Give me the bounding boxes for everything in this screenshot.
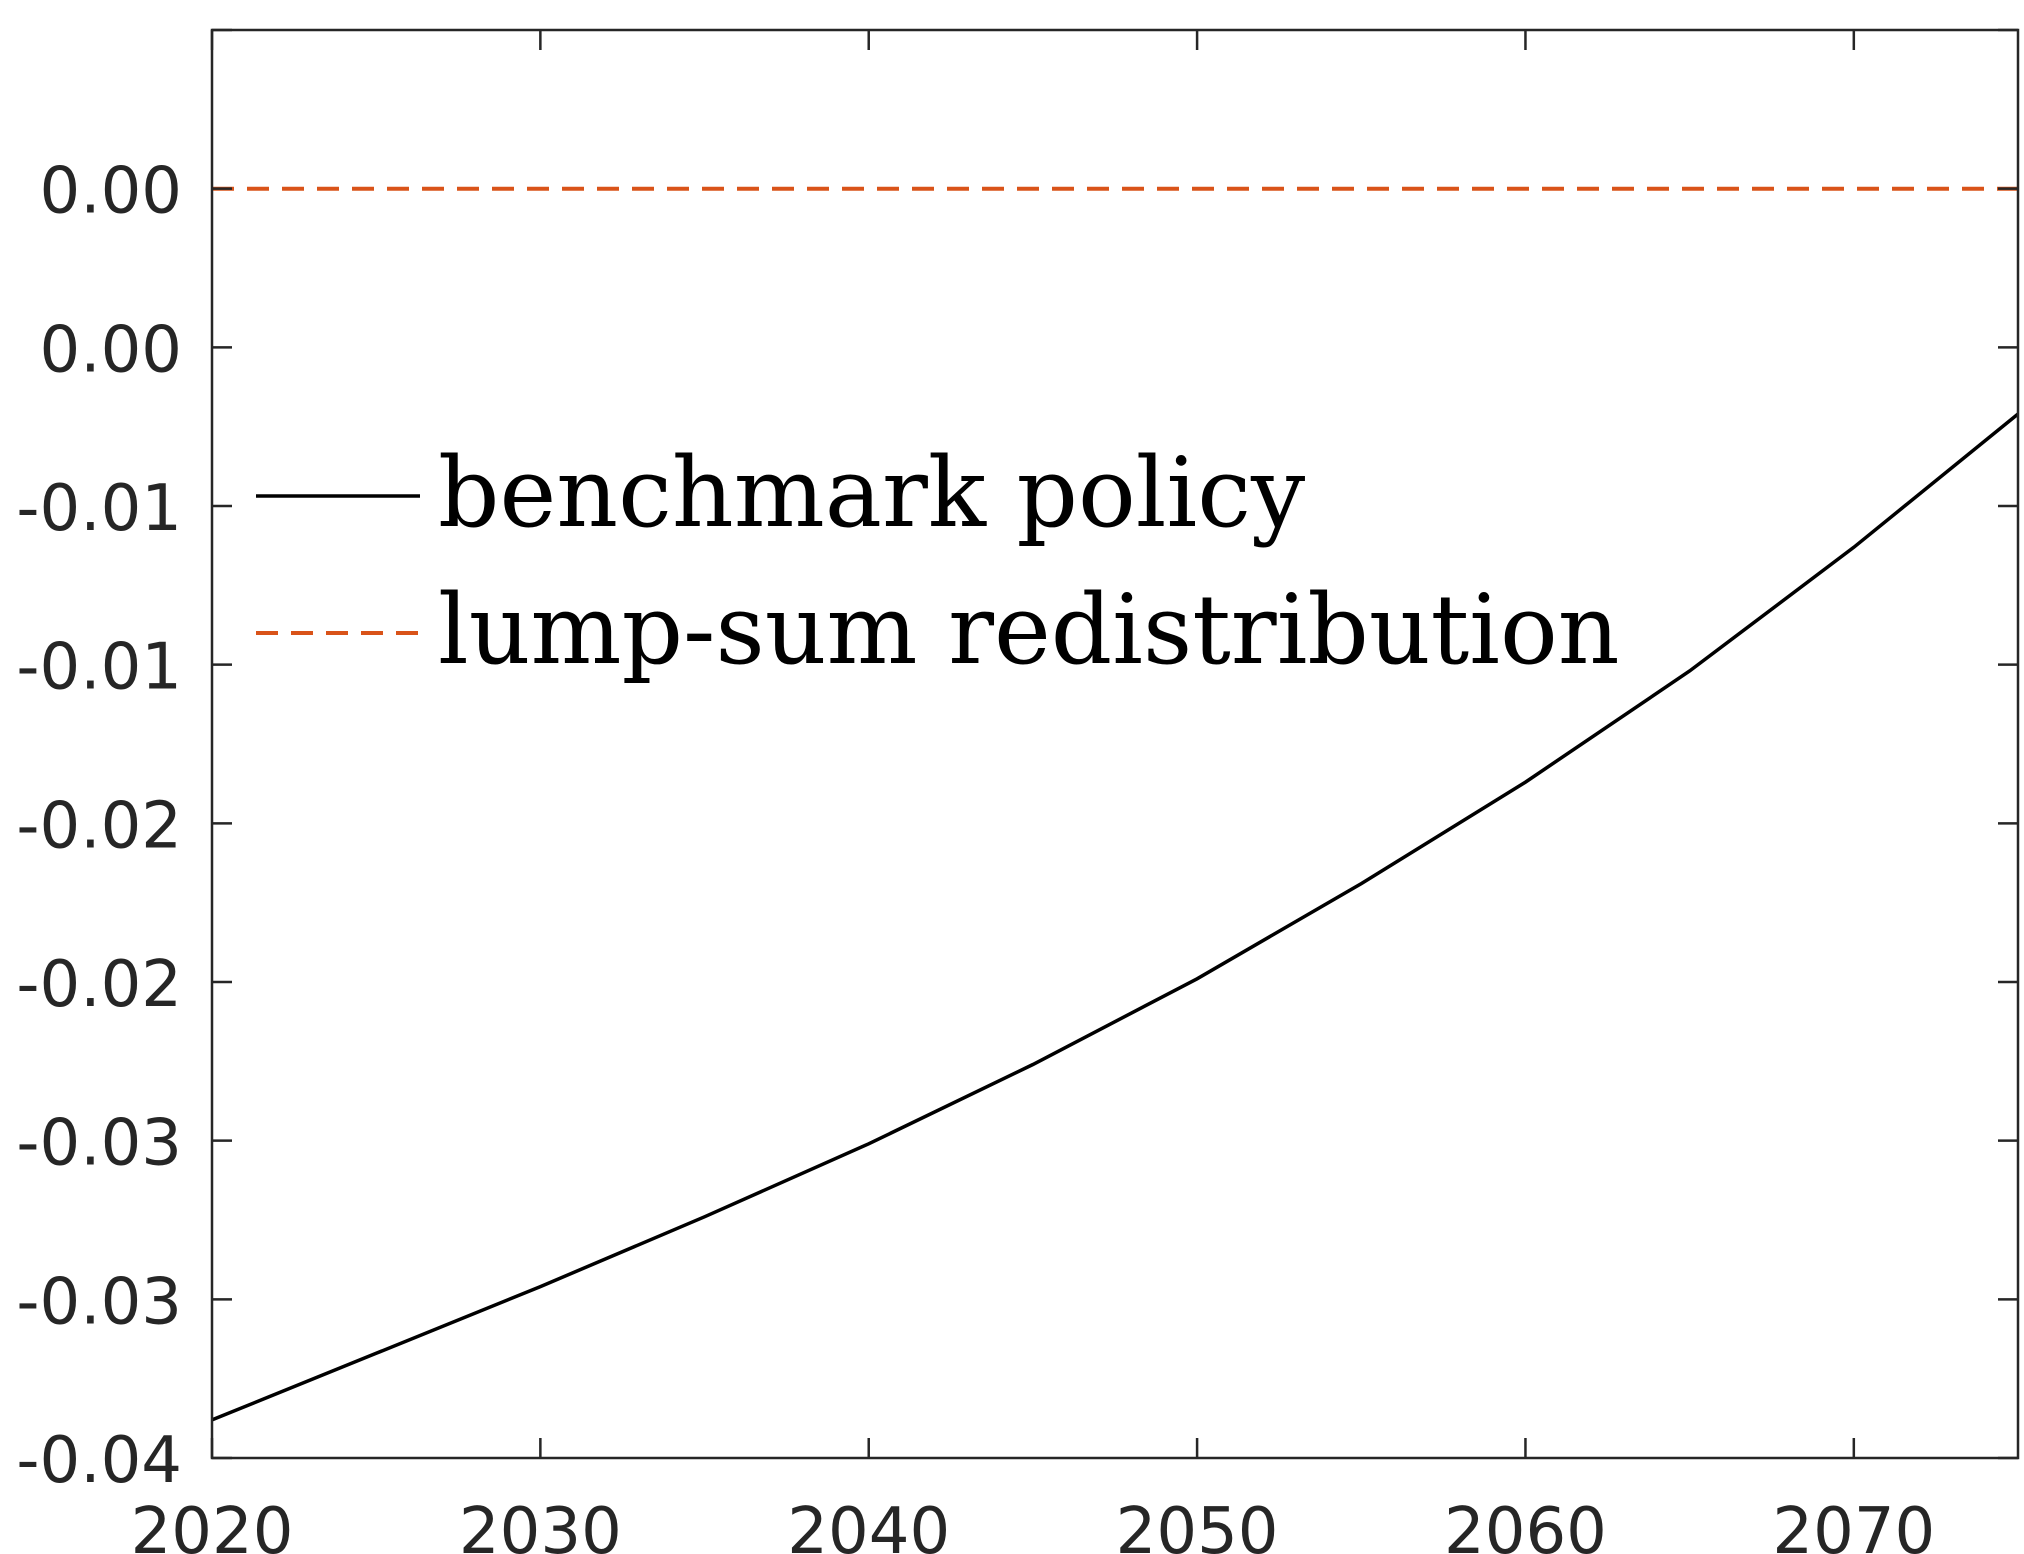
plot-background [212,30,2018,1458]
y-tick-label: -0.03 [16,1107,182,1181]
x-axis: 2020 2030 2040 2050 2060 2070 [131,30,1935,1554]
x-tick-label: 2040 [787,1495,950,1554]
y-tick-label: -0.03 [16,1265,182,1339]
y-axis: -0.04 -0.03 -0.03 -0.02 -0.02 -0.01 -0.01 0.00 0… [16,28,2018,1498]
x-tick-label: 2020 [131,1495,294,1554]
series-layer [211,186,2020,1422]
plot-frame [210,28,2020,1460]
y-tick-label: -0.01 [16,631,182,705]
x-tick-label: 2030 [459,1495,622,1554]
series-line-benchmark-policy [211,412,2020,1422]
y-tick-label: 0.00 [40,155,183,229]
x-tick-label: 2070 [1772,1495,1935,1554]
y-tick-label: -0.02 [16,948,182,1022]
x-tick-label: 2060 [1444,1495,1607,1554]
y-tick-label: -0.01 [16,472,182,546]
legend: benchmark policy lump-sum redistribution [256,437,1620,686]
y-tick-label: -0.04 [16,1424,182,1498]
y-tick-label: 0.00 [40,313,183,387]
legend-label-lump-sum-redistribution: lump-sum redistribution [438,574,1620,686]
x-tick-label: 2050 [1116,1495,1279,1554]
y-tick-label: -0.02 [16,789,182,863]
legend-label-benchmark-policy: benchmark policy [438,437,1305,549]
